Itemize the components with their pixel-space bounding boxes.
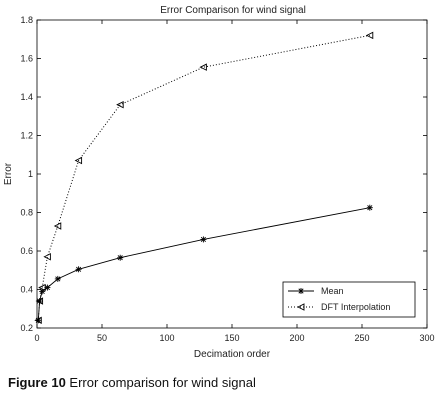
y-tick-label: 1: [28, 169, 33, 179]
chart-title: Error Comparison for wind signal: [160, 5, 306, 16]
x-tick-label: 100: [159, 333, 174, 343]
y-axis-label: Error: [3, 162, 14, 185]
x-tick-label: 300: [419, 333, 434, 343]
data-point-mean: [75, 266, 82, 273]
series-line-dft-interpolation: [37, 34, 370, 321]
legend-box: [282, 281, 416, 318]
y-tick-label: 1.2: [20, 131, 33, 141]
x-tick-label: 150: [224, 333, 239, 343]
legend-label-mean: Mean: [321, 286, 344, 296]
x-tick-label: 0: [34, 333, 39, 343]
y-tick-label: 0.6: [20, 246, 33, 256]
figure-caption: Figure 10 Error comparison for wind sign…: [8, 375, 256, 390]
plot-frame: [36, 19, 428, 329]
x-axis-ticks: 0 50 100 150 200 250 300: [34, 20, 435, 343]
y-axis-ticks: 0.2 0.4 0.6 0.8 1 1.2 1.4 1.6 1.8: [20, 15, 427, 333]
data-point-dft-interpolation: [116, 100, 124, 109]
data-point-dft-interpolation: [74, 156, 83, 165]
data-point-mean: [117, 254, 124, 261]
data-point-dft-interpolation: [34, 316, 42, 325]
y-tick-label: 0.8: [20, 208, 33, 218]
data-point-dft-interpolation: [199, 63, 207, 71]
data-point-dft-interpolation: [35, 297, 44, 305]
legend-marker-dft-interpolation: [296, 303, 305, 311]
figure-number: Figure 10: [8, 375, 66, 390]
y-tick-label: 1.8: [20, 15, 33, 25]
data-point-dft-interpolation: [38, 283, 46, 292]
data-point-dft-interpolation: [53, 222, 62, 230]
chart: Error Comparison for wind signal 0 50 100 1…: [3, 5, 435, 360]
caption-text: Error comparison for wind signal: [69, 375, 256, 390]
x-axis-label: Decimation order: [194, 349, 271, 360]
legend-label-dft-interpolation: DFT Interpolation: [321, 302, 390, 312]
data-point-dft-interpolation: [365, 31, 374, 40]
x-tick-label: 250: [354, 333, 369, 343]
y-tick-label: 0.2: [20, 323, 33, 333]
y-tick-label: 1.4: [20, 92, 33, 102]
data-point-mean: [366, 204, 373, 211]
legend-marker-mean: [298, 288, 304, 294]
data-point-mean: [54, 275, 61, 282]
data-point-dft-interpolation: [43, 253, 51, 261]
series-dft-interpolation: [34, 31, 374, 325]
x-tick-label: 50: [97, 333, 107, 343]
series-layer: [34, 31, 374, 325]
legend: Mean DFT Interpolation: [282, 281, 416, 318]
x-tick-label: 200: [289, 333, 304, 343]
data-point-mean: [200, 236, 207, 243]
y-tick-label: 1.6: [20, 54, 33, 64]
y-tick-label: 0.4: [20, 285, 33, 295]
